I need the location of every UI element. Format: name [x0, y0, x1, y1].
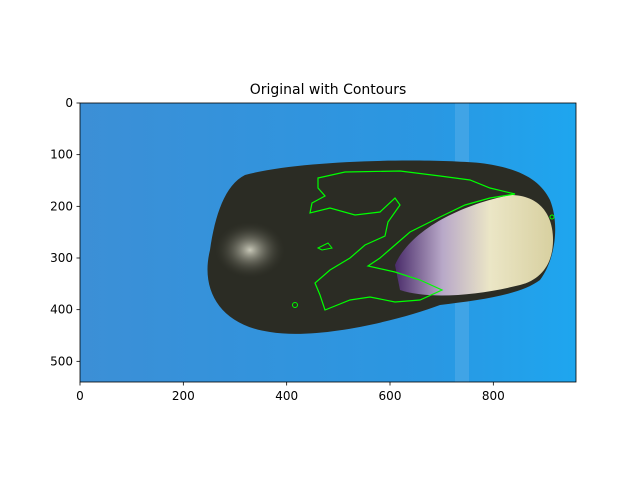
y-tick-label: 100: [50, 148, 73, 162]
chart-title: Original with Contours: [250, 82, 407, 98]
x-tick-label: 0: [76, 389, 84, 403]
x-tick-label: 400: [275, 389, 298, 403]
x-tick-label: 200: [172, 389, 195, 403]
x-tick-label: 800: [482, 389, 505, 403]
y-tick-label: 300: [50, 251, 73, 265]
x-tick-label: 600: [379, 389, 402, 403]
y-tick-label: 0: [65, 96, 73, 110]
y-tick-label: 500: [50, 354, 73, 368]
axes-frame: [79, 102, 577, 383]
image: [80, 103, 576, 382]
y-tick-label: 200: [50, 199, 73, 213]
y-tick-label: 400: [50, 303, 73, 317]
